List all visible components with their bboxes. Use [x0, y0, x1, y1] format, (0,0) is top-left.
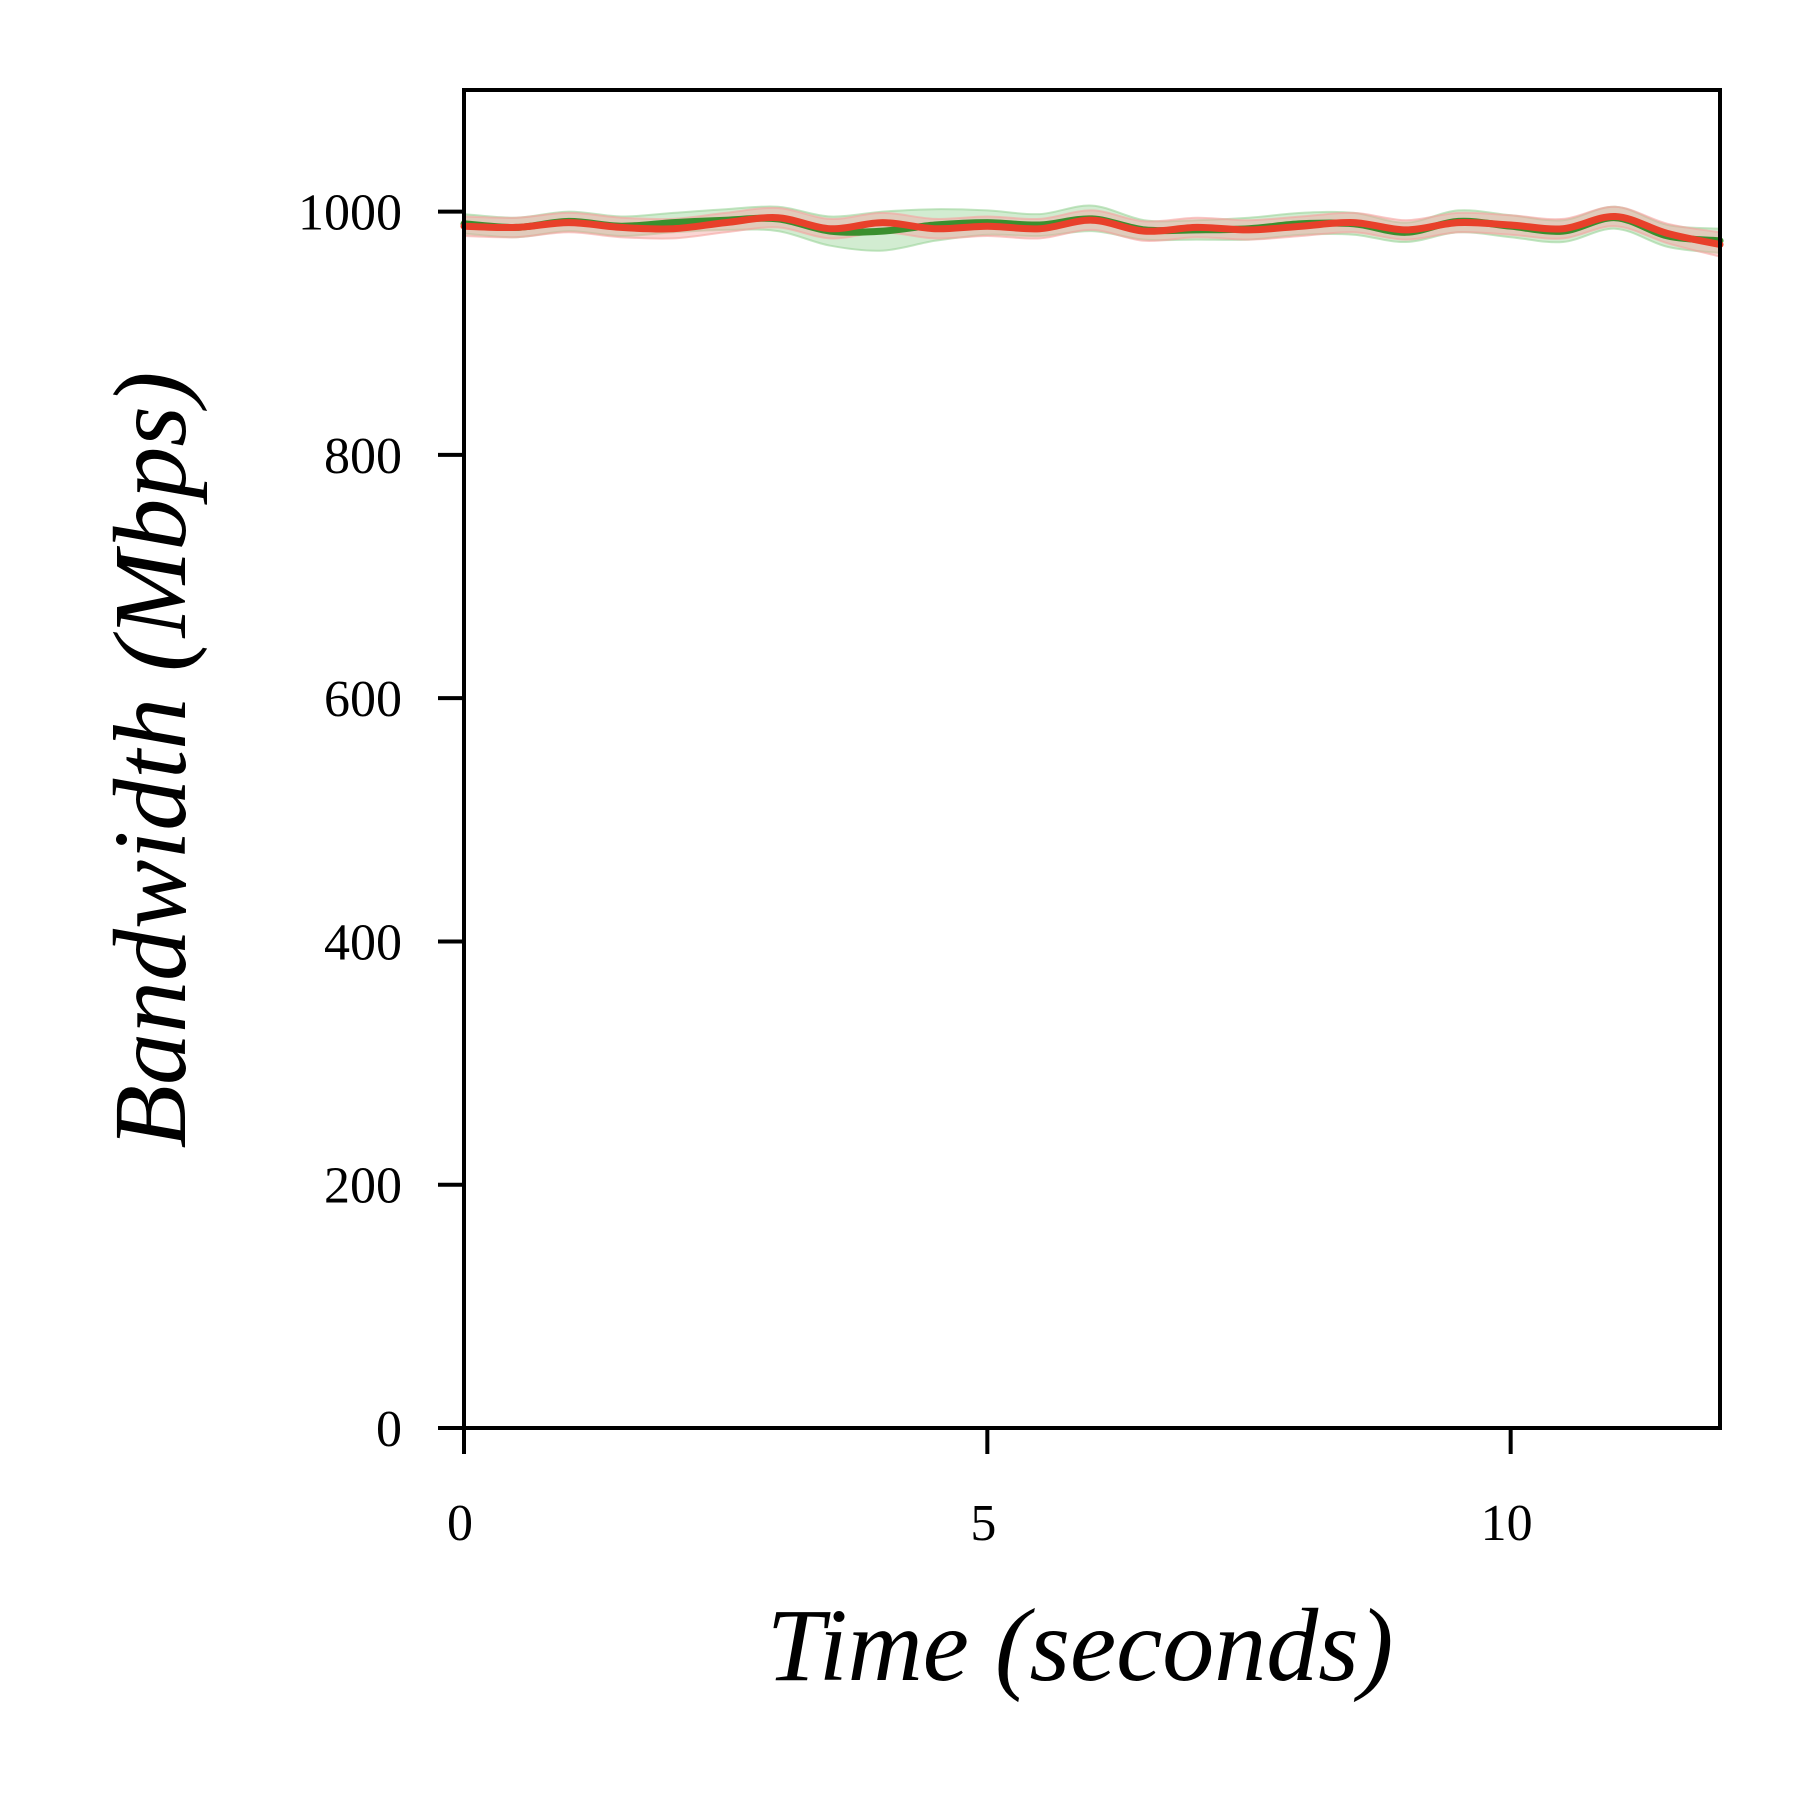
y-tick-label: 600	[324, 671, 402, 728]
x-tick-label: 5	[970, 1495, 996, 1552]
y-tick-label: 200	[324, 1158, 402, 1215]
y-tick-label: 400	[324, 914, 402, 971]
y-axis-ticks: 0 200 400 600 800 1000	[298, 185, 464, 1458]
y-tick-label: 1000	[298, 185, 402, 242]
plot-frame	[462, 88, 1722, 1430]
y-tick-label: 800	[324, 428, 402, 485]
x-tick-label: 10	[1481, 1495, 1533, 1552]
x-axis-ticks: 0 5 10	[447, 1428, 1533, 1552]
x-axis-label: Time (seconds)	[767, 1588, 1394, 1703]
y-axis-label: Bandwidth (Mbps)	[93, 371, 208, 1148]
series-2-line	[460, 212, 1724, 248]
y-tick-label: 0	[376, 1401, 402, 1458]
x-tick-label: 0	[447, 1495, 473, 1552]
